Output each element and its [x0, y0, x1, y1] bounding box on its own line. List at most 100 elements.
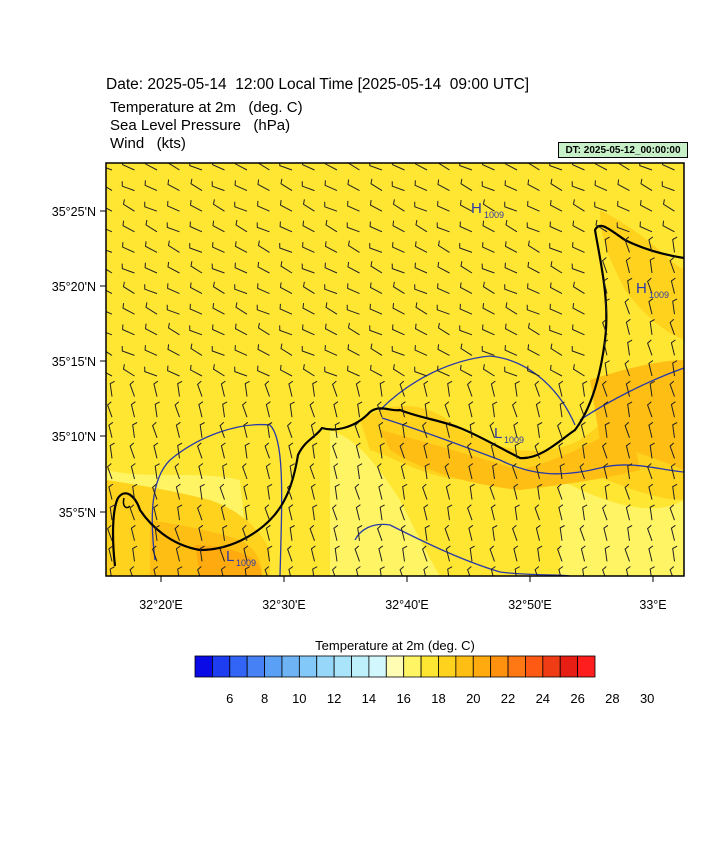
lon-label: 32°50'E: [508, 598, 552, 612]
wind-barb: [264, 566, 270, 576]
wind-barb: [513, 421, 519, 438]
wind-barb: [355, 380, 361, 397]
wind-barb: [672, 545, 678, 562]
wind-barb: [189, 200, 203, 212]
wind-barb: [265, 401, 271, 418]
lon-label: 32°30'E: [262, 598, 306, 612]
wind-barb: [212, 364, 225, 377]
wind-barb: [242, 524, 248, 541]
wind-barb: [627, 463, 633, 480]
wind-barb: [594, 163, 608, 171]
colorbar-cell: [211, 655, 231, 678]
wind-barb: [558, 504, 564, 521]
wind-barb: [557, 545, 563, 562]
wind-barb: [354, 421, 360, 438]
wind-barb: [423, 380, 429, 397]
wind-barb: [603, 277, 609, 294]
wind-barb: [211, 345, 225, 356]
wind-barb: [312, 566, 318, 576]
wind-barb: [106, 310, 113, 315]
wind-barb: [107, 524, 113, 541]
wind-barb: [243, 421, 249, 438]
wind-barb: [414, 163, 428, 171]
wind-barb: [402, 422, 408, 438]
high-pressure-marker: H 1009: [471, 200, 504, 220]
wind-barb: [106, 268, 113, 274]
wind-barb: [174, 401, 180, 418]
wind-barb: [527, 179, 540, 192]
wind-barb: [447, 566, 453, 576]
wind-barb: [557, 421, 563, 438]
wind-barb: [437, 322, 450, 336]
wind-barb: [197, 504, 203, 521]
colorbar-cell: [472, 655, 492, 678]
wind-barb: [447, 504, 453, 521]
wind-barb: [279, 325, 293, 336]
wind-barb: [287, 421, 293, 438]
wind-barb: [662, 163, 675, 171]
wind-barb: [166, 304, 180, 315]
wind-barb: [512, 463, 518, 480]
wind-barb: [355, 566, 361, 576]
wind-barb: [627, 277, 633, 294]
wind-barb: [378, 483, 384, 500]
wind-barb: [211, 181, 225, 192]
wind-barb: [444, 463, 450, 480]
wind-barb: [648, 298, 654, 315]
wind-barb: [534, 442, 540, 459]
wind-barb: [481, 181, 495, 192]
wind-barb: [649, 319, 655, 335]
wind-barb: [414, 201, 428, 212]
wind-barb: [177, 504, 183, 521]
wind-barb: [582, 380, 588, 397]
colorbar-tick-label: 10: [292, 691, 306, 706]
colorbar-tick-label: 24: [536, 691, 550, 706]
wind-barb: [324, 284, 338, 295]
wind-barb: [549, 303, 563, 315]
colorbar-cell: [368, 655, 387, 678]
wind-barb: [108, 545, 114, 562]
wind-barb: [212, 242, 225, 253]
wind-barb: [603, 401, 609, 418]
wind-barb: [129, 442, 135, 459]
wind-barb: [108, 483, 114, 500]
wind-barb: [189, 325, 203, 336]
wind-barb: [572, 324, 585, 336]
wind-barb: [234, 163, 248, 171]
wind-barb: [211, 263, 225, 274]
wind-barb: [219, 545, 225, 562]
wind-barb: [279, 364, 293, 377]
wind-barb: [627, 401, 633, 418]
wind-barb: [220, 380, 226, 397]
wind-barb: [302, 324, 315, 336]
wind-barb: [648, 236, 654, 253]
wind-barb: [310, 421, 316, 438]
wind-barb: [527, 200, 540, 212]
wind-barb: [190, 261, 203, 274]
wind-barb: [244, 504, 250, 521]
colorbar-cells: [194, 655, 596, 678]
wind-barb: [647, 401, 653, 418]
wind-barb: [154, 525, 160, 541]
wind-barb: [347, 240, 360, 253]
colorbar-cell: [577, 655, 596, 678]
wind-barb: [391, 263, 405, 274]
wind-barb: [244, 380, 250, 397]
wind-barb: [302, 163, 315, 171]
wind-barb: [109, 566, 115, 576]
wind-barb: [144, 180, 158, 192]
wind-barb: [603, 463, 609, 480]
wind-barb: [423, 504, 429, 521]
wind-barb: [121, 345, 135, 356]
wind-barb: [106, 351, 113, 356]
wind-barb: [572, 242, 585, 253]
wind-barb: [504, 345, 518, 356]
colorbar-tick-label: 28: [605, 691, 619, 706]
wind-barb: [279, 303, 293, 315]
wind-barb: [469, 483, 475, 500]
wind-barb: [582, 504, 588, 521]
wind-barb: [490, 504, 496, 521]
wind-barb: [647, 277, 653, 294]
wind-barb: [459, 325, 473, 336]
wind-barb: [504, 201, 518, 212]
